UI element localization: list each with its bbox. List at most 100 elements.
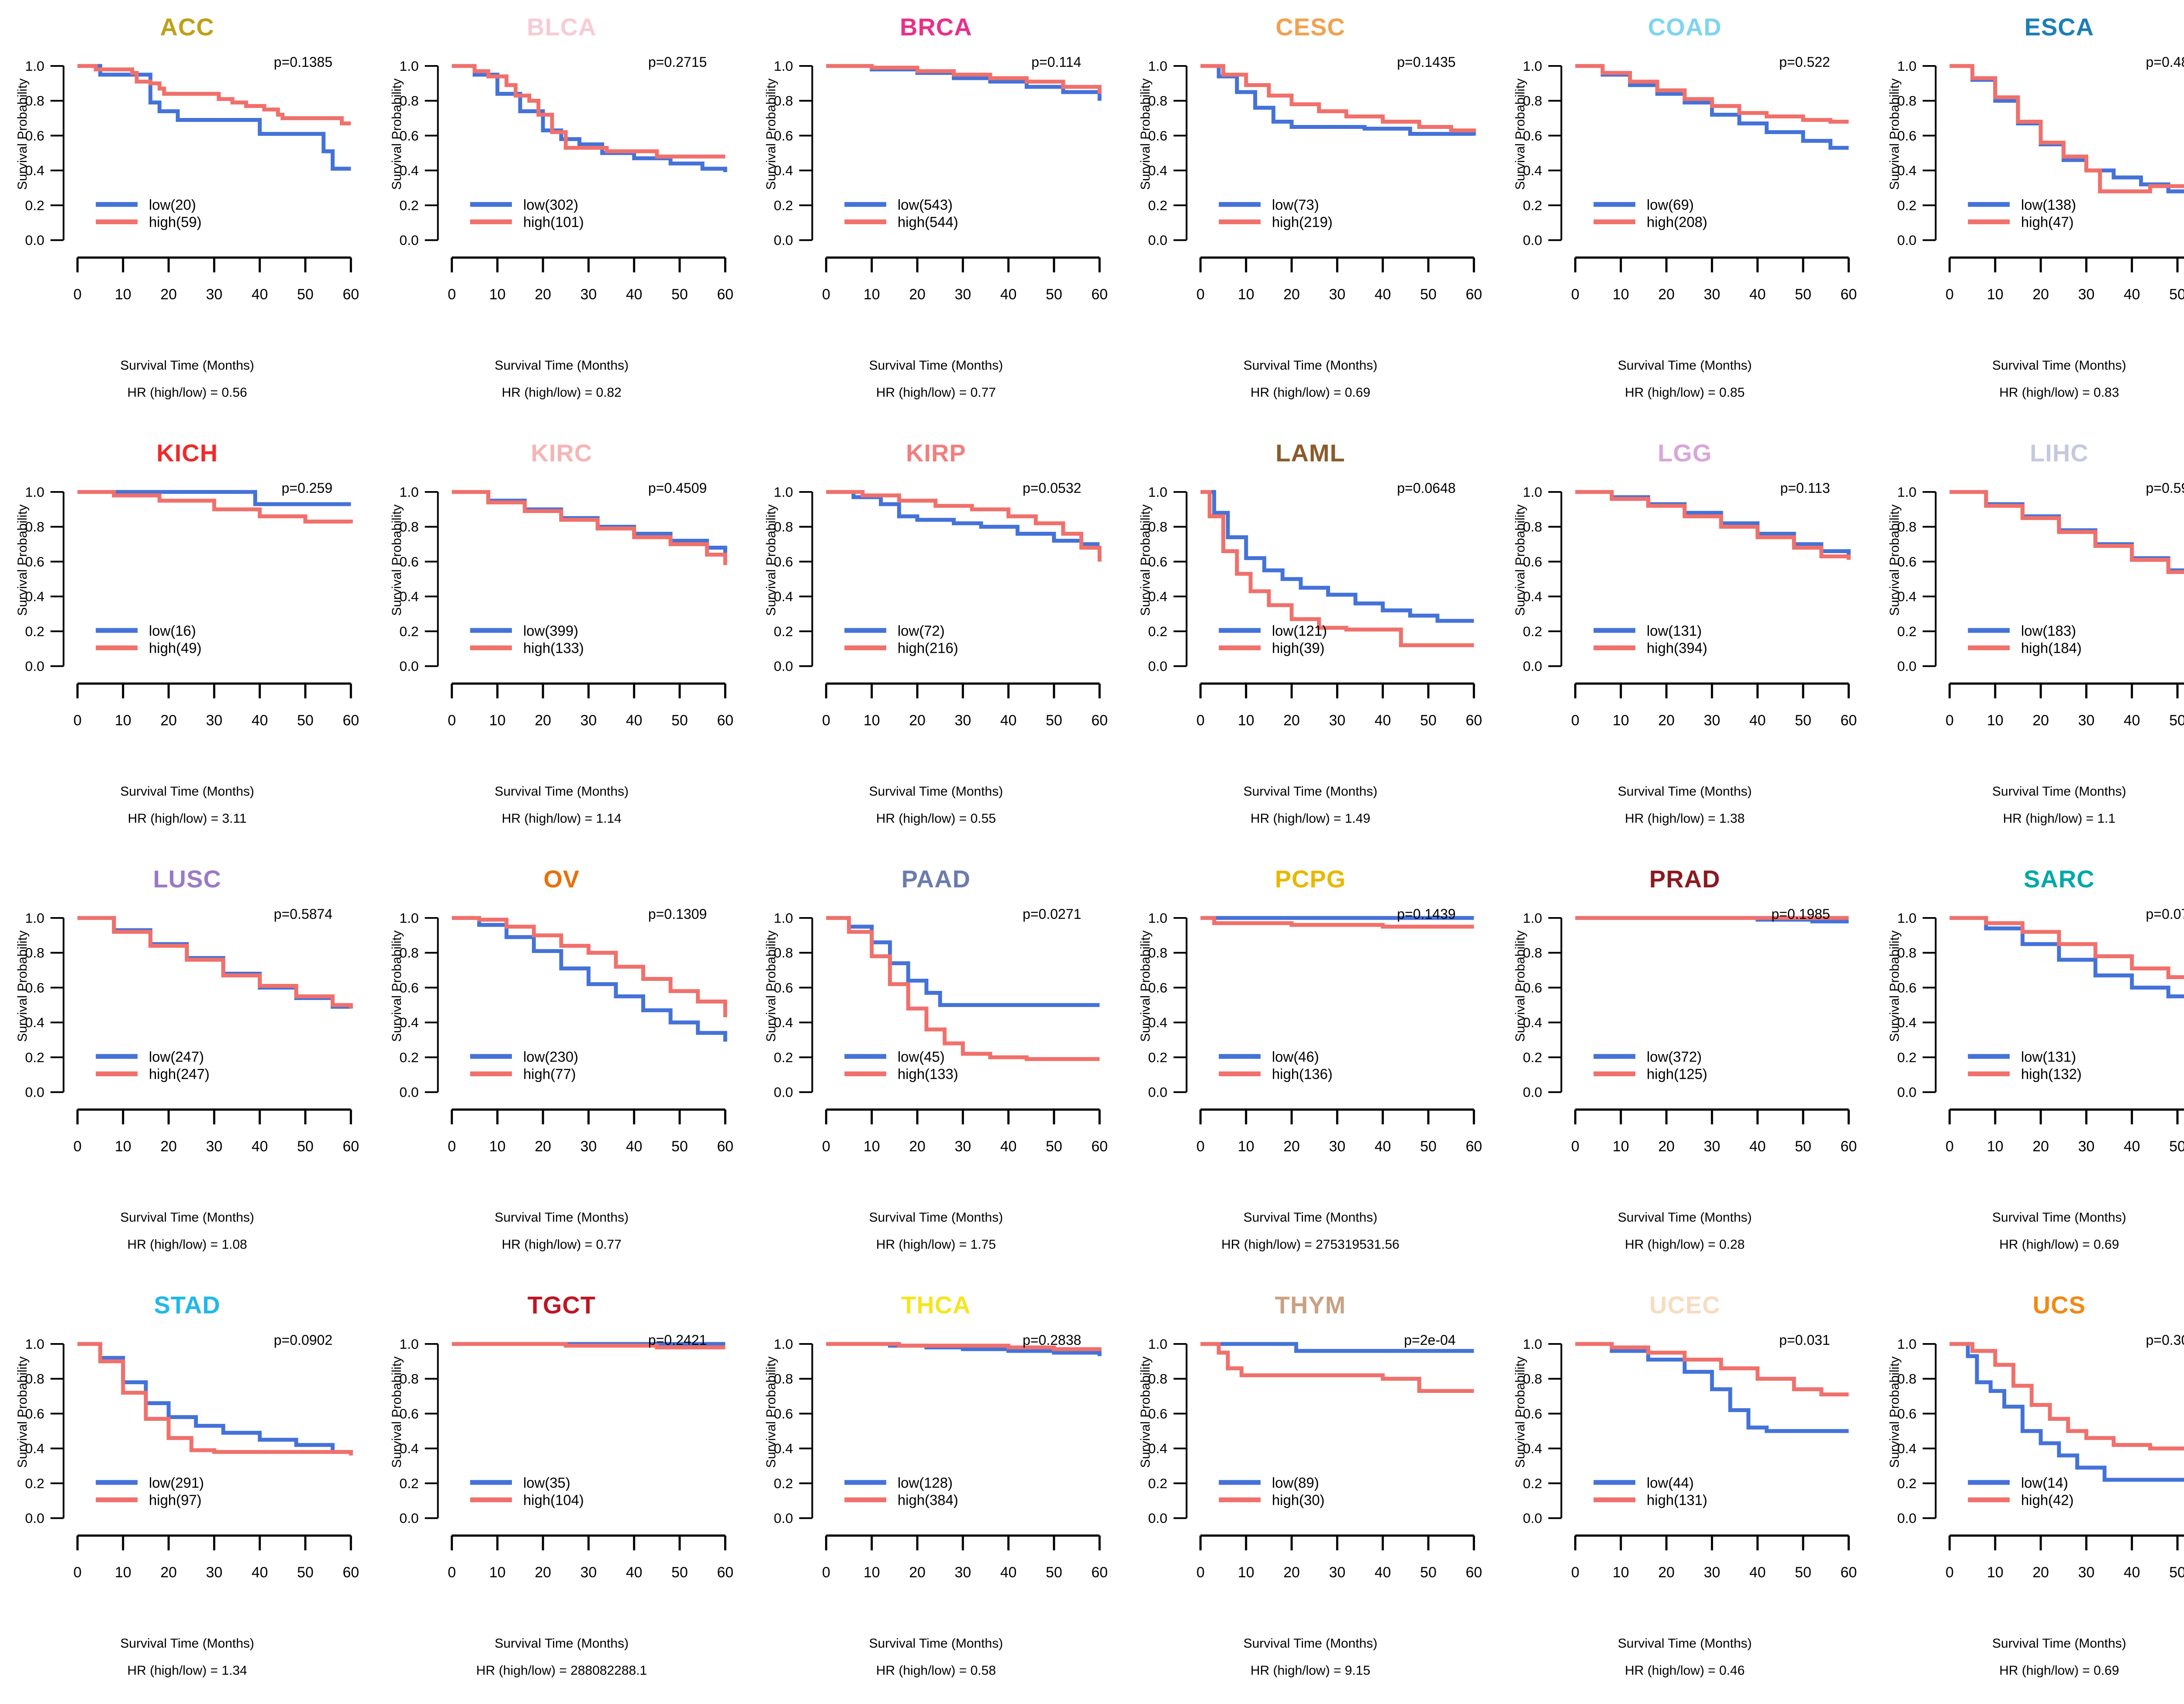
plot-area: 0.0 0.2 0.4 0.6 0.8 1.0 0 10 20 30 40 50 60 low(44) hi… <box>1498 1326 1872 1606</box>
x-tick-label: 0 <box>1196 1138 1205 1155</box>
x-tick-label: 60 <box>717 712 734 729</box>
curve-low <box>452 64 727 173</box>
y-axis-label: Survival Probability <box>764 504 779 616</box>
y-axis-label: Survival Probability <box>15 504 30 616</box>
x-tick-label: 20 <box>160 712 177 729</box>
x-tick-label: 50 <box>297 286 314 303</box>
y-tick-label: 1.0 <box>774 1336 793 1352</box>
panel-thym: THYM 0.0 0.2 0.4 0.6 0.8 1.0 0 10 20 30 40 50 60 low(8… <box>1123 1278 1497 1704</box>
hazard-ratio-value: 0.69 <box>1344 385 1371 400</box>
x-axis-label: Survival Time (Months) <box>1617 1210 1752 1225</box>
legend-label-high: high(47) <box>2021 214 2074 230</box>
x-tick-label: 20 <box>2032 1564 2049 1581</box>
x-tick-label: 0 <box>73 1564 82 1581</box>
y-tick-label: 0.8 <box>1523 945 1542 961</box>
legend-label-low: low(121) <box>1272 623 1327 639</box>
y-axis-label: Survival Probability <box>764 930 779 1042</box>
curve-low <box>1200 490 1474 623</box>
panel-title: KIRC <box>531 439 593 467</box>
y-tick-label: 0.0 <box>1523 658 1542 674</box>
y-tick-label: 0.6 <box>1148 128 1168 143</box>
y-tick-label: 1.0 <box>774 58 793 74</box>
y-tick-label: 0.8 <box>399 945 418 961</box>
y-tick-label: 0.4 <box>1897 163 1916 178</box>
y-tick-label: 0.8 <box>774 519 793 535</box>
x-tick-label: 20 <box>1284 1564 1300 1581</box>
plot-area: 0.0 0.2 0.4 0.6 0.8 1.0 0 10 20 30 40 50 60 low(45) hi… <box>749 900 1123 1180</box>
panel-title: PRAD <box>1649 865 1721 893</box>
hazard-ratio-value: 1.14 <box>596 811 622 826</box>
x-tick-label: 10 <box>864 286 880 303</box>
legend: low(131)high(132) <box>1967 1049 2081 1082</box>
y-tick-label: 0.2 <box>25 1475 44 1491</box>
y-tick-label: 0.6 <box>399 554 418 569</box>
legend-label-low: low(183) <box>2021 623 2076 639</box>
hazard-ratio-label: HR (high/low) = 1.08 <box>0 1237 374 1252</box>
panel-title: UCEC <box>1649 1291 1721 1319</box>
legend-label-low: low(128) <box>898 1475 953 1491</box>
y-tick-label: 0.6 <box>1523 554 1542 569</box>
panel-title: COAD <box>1648 13 1722 41</box>
survival-curve-svg: 0.0 0.2 0.4 0.6 0.8 1.0 0 10 20 30 40 50 60 low(16)hi… <box>25 484 359 729</box>
curve-low <box>77 490 351 506</box>
y-tick-label: 0.6 <box>1523 1406 1542 1421</box>
y-tick-label: 1.0 <box>399 1336 418 1352</box>
legend-label-low: low(20) <box>149 197 196 213</box>
x-tick-label: 30 <box>955 712 971 729</box>
plot-area: 0.0 0.2 0.4 0.6 0.8 1.0 0 10 20 30 40 50 60 low(128) h… <box>749 1326 1123 1606</box>
x-tick-label: 0 <box>448 1564 456 1581</box>
y-axis-label: Survival Probability <box>15 78 30 190</box>
y-axis-label: Survival Probability <box>1513 78 1527 190</box>
plot-area: 0.0 0.2 0.4 0.6 0.8 1.0 0 10 20 30 40 50 60 low(73) hi… <box>1123 48 1497 328</box>
x-tick-label: 60 <box>342 712 359 729</box>
curve-high <box>1949 64 2184 194</box>
x-tick-label: 10 <box>864 1138 880 1155</box>
hazard-ratio-value: 0.82 <box>596 385 622 400</box>
y-tick-label: 0.4 <box>1148 1441 1168 1456</box>
y-tick-label: 0.4 <box>399 1441 418 1456</box>
y-tick-label: 0.8 <box>1148 945 1168 961</box>
y-axis-label: Survival Probability <box>1138 78 1153 190</box>
panel-title: THYM <box>1275 1291 1346 1319</box>
y-tick-label: 1.0 <box>774 910 793 926</box>
x-tick-label: 20 <box>1658 712 1675 729</box>
y-axis-label: Survival Probability <box>1887 504 1902 616</box>
legend-label-high: high(184) <box>2021 640 2082 656</box>
panel-title: CESC <box>1275 13 1345 41</box>
hazard-ratio-value: 0.56 <box>221 385 247 400</box>
legend-label-high: high(219) <box>1272 214 1333 230</box>
x-tick-label: 10 <box>1987 712 2004 729</box>
hazard-ratio-value: 0.85 <box>1719 385 1745 400</box>
p-value-label: p=0.2421 <box>648 1332 707 1348</box>
curve-high <box>1575 1342 1849 1397</box>
curve-high <box>1200 490 1474 648</box>
curve-high <box>1575 64 1849 124</box>
hazard-ratio-prefix: HR (high/low) = <box>128 811 222 826</box>
legend: low(45)high(133) <box>844 1049 958 1082</box>
plot-area: 0.0 0.2 0.4 0.6 0.8 1.0 0 10 20 30 40 50 60 low(89) hi… <box>1123 1326 1497 1606</box>
hazard-ratio-label: HR (high/low) = 0.46 <box>1498 1663 1872 1678</box>
legend: low(89)high(30) <box>1219 1475 1325 1508</box>
hazard-ratio-label: HR (high/low) = 1.1 <box>1872 811 2184 826</box>
x-tick-label: 30 <box>206 712 223 729</box>
x-tick-label: 60 <box>717 1564 734 1581</box>
x-tick-label: 30 <box>1704 1138 1720 1155</box>
hazard-ratio-label: HR (high/low) = 0.69 <box>1123 385 1497 400</box>
panel-title: KIRP <box>905 439 966 467</box>
y-tick-label: 0.2 <box>399 1475 418 1491</box>
panel-title: STAD <box>154 1291 221 1319</box>
x-tick-label: 20 <box>909 1138 926 1155</box>
legend-label-high: high(125) <box>1646 1066 1707 1082</box>
hazard-ratio-label: HR (high/low) = 0.28 <box>1498 1237 1872 1252</box>
y-tick-label: 0.6 <box>774 980 793 995</box>
hazard-ratio-prefix: HR (high/low) = <box>127 1237 222 1252</box>
x-tick-label: 10 <box>1612 1138 1629 1155</box>
survival-curve-svg: 0.00.20.40.60.81.00102030405060low(14)hi… <box>1897 1336 2184 1581</box>
curve-low <box>1200 1342 1474 1353</box>
hazard-ratio-value: 0.46 <box>1719 1663 1745 1678</box>
survival-curve-svg: 0.00.20.40.60.81.00102030405060low(183)h… <box>1897 484 2184 729</box>
y-tick-label: 0.8 <box>399 93 418 109</box>
panel-title: SARC <box>2023 865 2095 893</box>
plot-area: 0.0 0.2 0.4 0.6 0.8 1.0 0 10 20 30 40 50 60 low(372) h… <box>1498 900 1872 1180</box>
x-tick-label: 10 <box>1612 712 1629 729</box>
